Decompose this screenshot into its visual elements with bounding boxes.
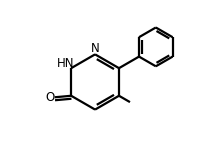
Text: HN: HN <box>57 57 74 70</box>
Text: O: O <box>45 91 54 104</box>
Text: N: N <box>91 42 99 55</box>
